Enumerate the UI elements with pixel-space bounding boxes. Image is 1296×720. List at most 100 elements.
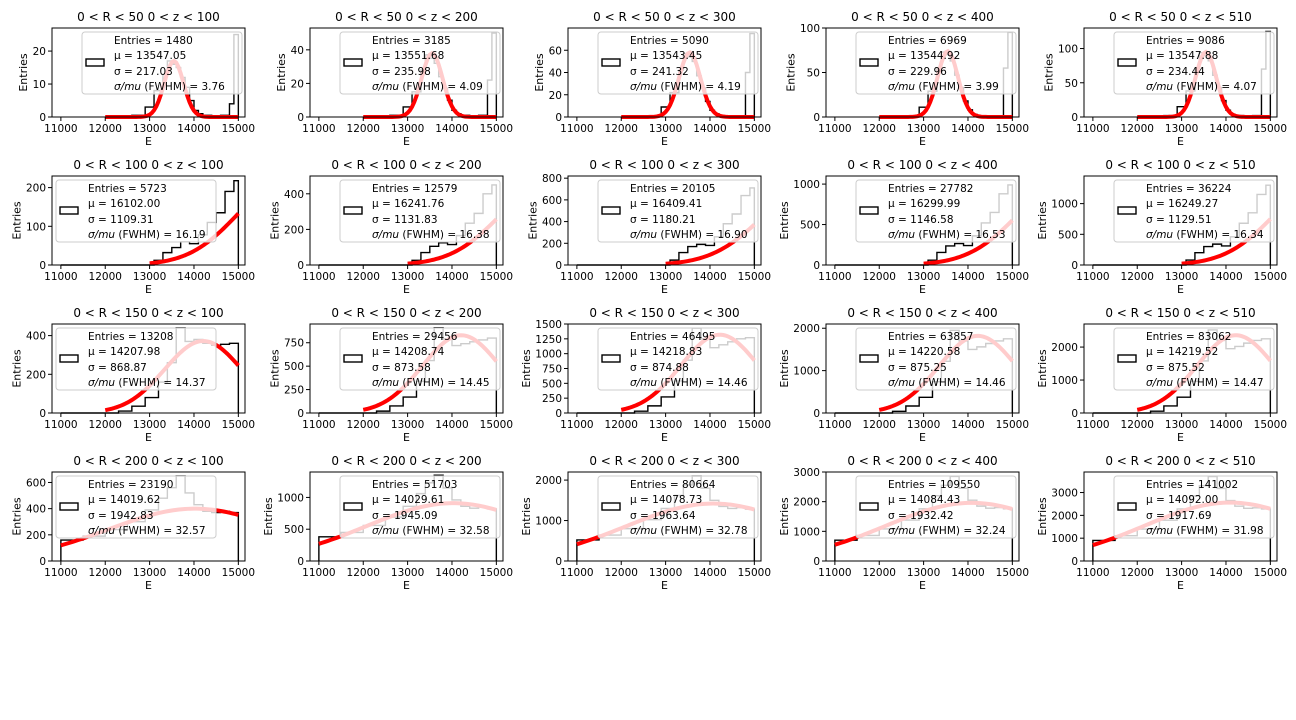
subplot-title: 0 < R < 100 0 < z < 510 (1105, 158, 1255, 172)
y-tick-label: 0 (813, 408, 820, 420)
legend: Entries = 141002 μ = 14092.00 σ = 1917.69 σ… (1113, 475, 1275, 539)
y-tick-label: 0 (39, 112, 46, 124)
legend-mu: μ = 14029.61 (372, 494, 444, 506)
x-axis-label: E (403, 579, 410, 592)
legend: Entries = 20105 μ = 16409.41 σ = 1180.21 σ/… (597, 179, 759, 243)
y-axis-label: Entries (275, 53, 288, 92)
legend-mu: μ = 14078.73 (630, 494, 702, 506)
legend-sigma: σ = 1942.83 (88, 510, 154, 522)
legend-sigma: σ = 1963.64 (630, 510, 696, 522)
y-tick-label: 800 (542, 173, 562, 185)
x-tick-label: 13000 (1165, 567, 1198, 579)
x-axis-label: E (919, 135, 926, 148)
y-tick-label: 750 (542, 364, 562, 376)
x-tick-label: 11000 (1076, 419, 1109, 431)
axes-frame (309, 175, 504, 266)
x-tick-label: 11000 (1076, 123, 1109, 135)
legend-box (55, 475, 217, 539)
legend: Entries = 5090 μ = 13543.45 σ = 241.32 σ/mu… (597, 31, 759, 95)
x-tick-label: 12000 (347, 567, 380, 579)
x-tick-label: 13000 (907, 419, 940, 431)
legend-resolution: σ/mu (FWHM) = 32.78 (630, 525, 748, 537)
x-axis-label: E (145, 431, 152, 444)
y-tick-label: 500 (284, 361, 304, 373)
y-tick-label: 200 (542, 238, 562, 250)
legend: Entries = 51703 μ = 14029.61 σ = 1945.09 σ/… (339, 475, 501, 539)
x-tick-label: 11000 (560, 271, 593, 283)
legend: Entries = 3185 μ = 13551.68 σ = 235.98 σ/mu… (339, 31, 501, 95)
subplot-13: 0 < R < 150 0 < z < 300 11000 12000 13000 14… (520, 306, 771, 444)
y-tick-label: 1000 (535, 349, 562, 361)
x-tick-label: 11000 (302, 567, 335, 579)
x-tick-label: 12000 (347, 419, 380, 431)
y-axis-label: Entries (527, 201, 540, 240)
x-tick-label: 15000 (222, 123, 255, 135)
legend: Entries = 83062 μ = 14219.52 σ = 875.52 σ/m… (1113, 327, 1275, 391)
subplot-title: 0 < R < 150 0 < z < 200 (331, 306, 481, 320)
y-axis-label: Entries (778, 201, 791, 240)
y-tick-label: 60 (549, 45, 562, 57)
y-tick-label: 0 (297, 260, 304, 272)
legend-handle (85, 58, 105, 67)
legend-resolution: σ/mu (FWHM) = 4.09 (372, 81, 483, 93)
legend-handle (859, 58, 879, 67)
y-axis-label: Entries (778, 349, 791, 388)
legend-sigma: σ = 217.03 (114, 66, 173, 78)
x-tick-label: 15000 (738, 271, 771, 283)
subplot-title: 0 < R < 200 0 < z < 200 (331, 454, 481, 468)
x-tick-label: 13000 (1165, 123, 1198, 135)
y-tick-label: 500 (284, 524, 304, 536)
y-tick-label: 0 (1071, 112, 1078, 124)
legend-sigma: σ = 874.88 (630, 362, 689, 374)
legend-mu: μ = 14084.43 (888, 494, 960, 506)
axes-frame (567, 175, 762, 266)
legend-mu: μ = 13547.05 (114, 50, 186, 62)
x-tick-label: 12000 (1121, 567, 1154, 579)
x-tick-label: 15000 (1254, 419, 1287, 431)
legend-resolution: σ/mu (FWHM) = 3.99 (888, 81, 999, 93)
legend: Entries = 109550 μ = 14084.43 σ = 1932.42 σ… (855, 475, 1017, 539)
y-tick-label: 0 (555, 556, 562, 568)
x-axis-label: E (145, 135, 152, 148)
subplot-17: 0 < R < 200 0 < z < 200 11000 12000 13000 14… (262, 454, 513, 592)
legend-box (855, 31, 1017, 95)
subplot-title: 0 < R < 50 0 < z < 200 (335, 10, 478, 24)
legend-mu: μ = 13547.88 (1146, 50, 1218, 62)
x-tick-label: 11000 (1076, 567, 1109, 579)
x-tick-label: 13000 (133, 123, 166, 135)
legend-box (597, 31, 759, 95)
legend-box (339, 179, 501, 243)
x-tick-label: 13000 (391, 271, 424, 283)
y-axis-label: Entries (1036, 201, 1049, 240)
axes-frame (309, 27, 504, 118)
axes-frame (309, 471, 504, 562)
axes-frame (51, 471, 246, 562)
x-tick-label: 14000 (435, 567, 468, 579)
legend-sigma: σ = 1932.42 (888, 510, 954, 522)
x-axis-label: E (661, 579, 668, 592)
axes-frame (567, 471, 762, 562)
x-tick-label: 15000 (222, 271, 255, 283)
legend: Entries = 23190 μ = 14019.62 σ = 1942.83 σ/… (55, 475, 217, 539)
y-tick-label: 40 (291, 45, 304, 57)
y-tick-label: 400 (26, 331, 46, 343)
y-tick-label: 1250 (535, 334, 562, 346)
x-axis-label: E (919, 283, 926, 296)
y-axis-label: Entries (520, 497, 533, 536)
x-tick-label: 12000 (89, 419, 122, 431)
x-tick-label: 14000 (1209, 419, 1242, 431)
legend-resolution: σ/mu (FWHM) = 16.19 (88, 229, 206, 241)
legend-box (339, 475, 501, 539)
legend-sigma: σ = 241.32 (630, 66, 689, 78)
x-tick-label: 14000 (951, 567, 984, 579)
x-tick-label: 15000 (738, 419, 771, 431)
subplot-16: 0 < R < 200 0 < z < 100 11000 12000 13000 14… (11, 454, 256, 592)
legend-sigma: σ = 1945.09 (372, 510, 438, 522)
legend-resolution: σ/mu (FWHM) = 14.37 (88, 377, 206, 389)
x-tick-label: 12000 (605, 123, 638, 135)
subplot-title: 0 < R < 150 0 < z < 400 (847, 306, 997, 320)
y-tick-label: 1000 (535, 516, 562, 528)
legend-handle (1117, 58, 1137, 67)
axes-frame (1083, 323, 1278, 414)
legend-entries: Entries = 12579 (372, 183, 457, 195)
